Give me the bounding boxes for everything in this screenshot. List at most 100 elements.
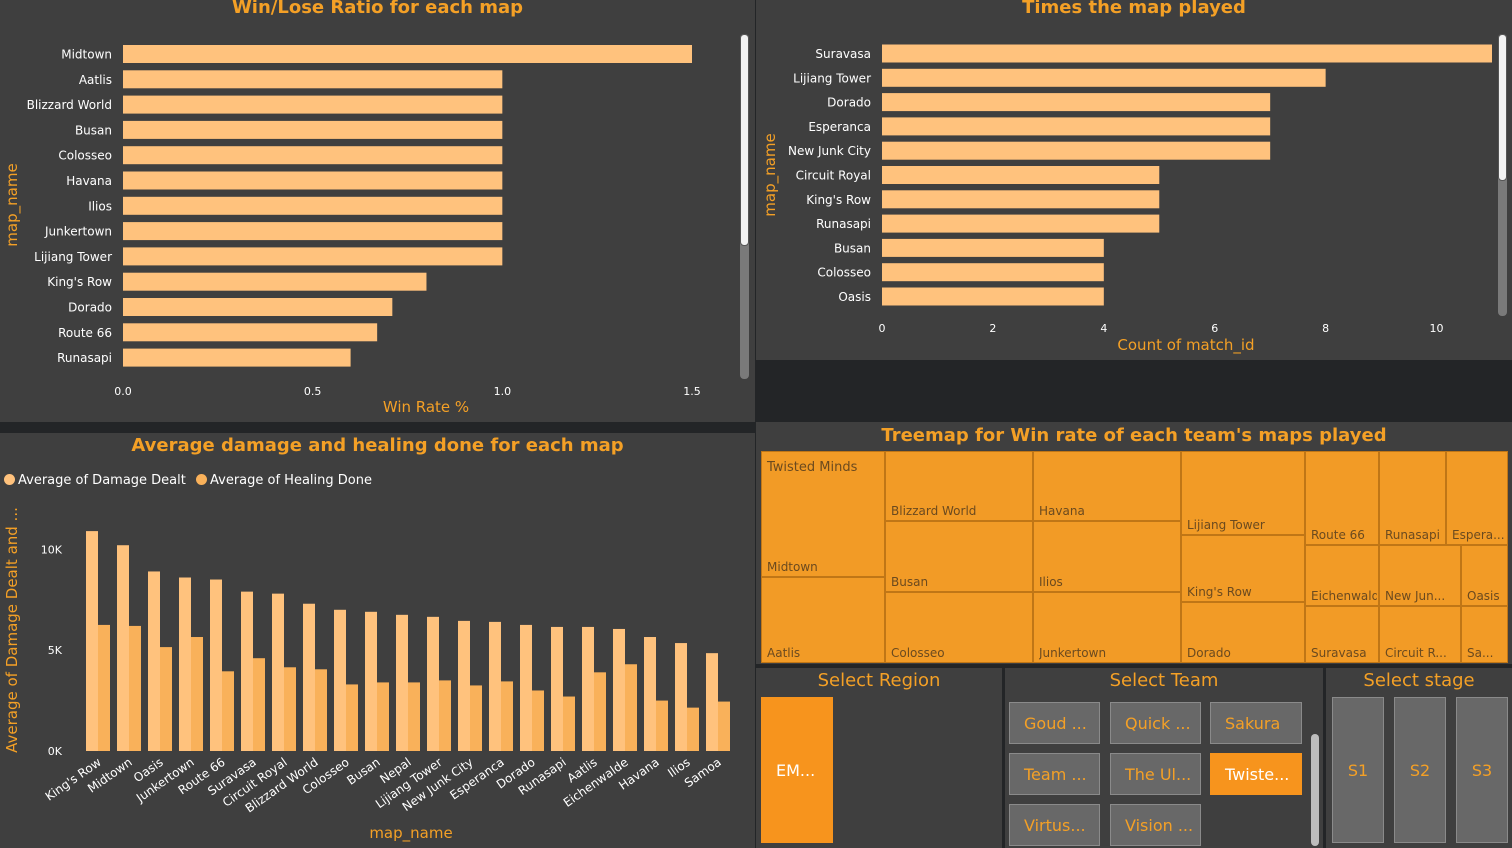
- bar-oasis-damage[interactable]: [148, 571, 160, 751]
- treemap-cell-circuit-r[interactable]: Circuit R...: [1379, 606, 1461, 663]
- bar-midtown[interactable]: [123, 45, 692, 63]
- bar-midtown-healing[interactable]: [129, 625, 141, 751]
- treemap-cell-blizzard-world[interactable]: Blizzard World: [885, 451, 1033, 521]
- bar-ilios-healing[interactable]: [687, 707, 699, 751]
- stage-option-s2[interactable]: S2: [1394, 697, 1446, 843]
- team-option-the-ul[interactable]: The Ul...: [1110, 753, 1201, 795]
- bar-circuit-royal-damage[interactable]: [272, 593, 284, 751]
- winrate-scrollbar[interactable]: [740, 34, 749, 379]
- bar-route-66[interactable]: [123, 323, 378, 342]
- treemap-cell-dorado[interactable]: Dorado: [1181, 602, 1305, 663]
- bar-busan[interactable]: [882, 238, 1104, 257]
- bar-eichenwalde-damage[interactable]: [613, 628, 625, 751]
- bar-king-s-row-damage[interactable]: [86, 531, 98, 751]
- bar-dorado[interactable]: [123, 298, 393, 316]
- bar-new-junk-city[interactable]: [882, 141, 1271, 160]
- treemap-cell-suravasa[interactable]: Suravasa: [1305, 606, 1379, 663]
- bar-colosseo-healing[interactable]: [346, 684, 358, 751]
- bar-ilios[interactable]: [123, 196, 503, 215]
- bar-runasapi[interactable]: [882, 214, 1160, 233]
- legend-item-damage[interactable]: Average of Damage Dealt: [4, 473, 186, 488]
- bar-blizzard-world[interactable]: [123, 95, 503, 114]
- bar-new-junk-city-healing[interactable]: [470, 685, 482, 751]
- bar-nepal-healing[interactable]: [408, 682, 420, 751]
- bar-esperanca-healing[interactable]: [501, 681, 513, 751]
- bar-oasis[interactable]: [882, 287, 1104, 306]
- timesplayed-scrollbar-thumb[interactable]: [1498, 34, 1507, 181]
- bar-route-66-healing[interactable]: [222, 671, 234, 751]
- bar-lijiang-tower-damage[interactable]: [427, 616, 439, 751]
- treemap-cell-oasis[interactable]: Oasis: [1461, 545, 1508, 606]
- bar-suravasa[interactable]: [882, 44, 1492, 63]
- legend-item-healing[interactable]: Average of Healing Done: [196, 473, 372, 488]
- treemap-cell-midtown[interactable]: Midtown: [761, 451, 885, 577]
- region-option-em[interactable]: EM...: [761, 697, 833, 843]
- bar-aatlis[interactable]: [123, 70, 503, 89]
- winrate-scrollbar-thumb[interactable]: [740, 34, 749, 246]
- bar-oasis-healing[interactable]: [160, 647, 172, 751]
- bar-suravasa-healing[interactable]: [253, 658, 265, 751]
- team-option-vision[interactable]: Vision ...: [1110, 804, 1201, 846]
- bar-king-s-row-healing[interactable]: [98, 624, 110, 751]
- treemap-cell-junkertown[interactable]: Junkertown: [1033, 592, 1181, 663]
- bar-esperanca[interactable]: [882, 117, 1271, 136]
- bar-junkertown-healing[interactable]: [191, 637, 203, 751]
- treemap-cell-colosseo[interactable]: Colosseo: [885, 592, 1033, 663]
- treemap-cell-havana[interactable]: Havana: [1033, 451, 1181, 521]
- bar-havana[interactable]: [123, 171, 503, 190]
- bar-aatlis-healing[interactable]: [594, 672, 606, 751]
- treemap-cell-ilios[interactable]: Ilios: [1033, 521, 1181, 592]
- bar-circuit-royal-healing[interactable]: [284, 667, 296, 751]
- team-option-twisted[interactable]: Twiste...: [1210, 753, 1302, 795]
- bar-busan[interactable]: [123, 120, 503, 139]
- bar-blizzard-world-healing[interactable]: [315, 669, 327, 751]
- bar-colosseo-damage[interactable]: [334, 609, 346, 751]
- stage-option-s1[interactable]: S1: [1332, 697, 1384, 843]
- stage-option-s3[interactable]: S3: [1456, 697, 1508, 843]
- bar-runasapi[interactable]: [123, 348, 351, 367]
- treemap-cell-lijiang-tower[interactable]: Lijiang Tower: [1181, 451, 1305, 535]
- bar-esperanca-damage[interactable]: [489, 621, 501, 751]
- bar-suravasa-damage[interactable]: [241, 591, 253, 751]
- bar-aatlis-damage[interactable]: [582, 626, 594, 751]
- bar-blizzard-world-damage[interactable]: [303, 603, 315, 751]
- team-option-team[interactable]: Team ...: [1009, 753, 1100, 795]
- bar-busan-damage[interactable]: [365, 611, 377, 751]
- bar-colosseo[interactable]: [123, 146, 503, 165]
- bar-midtown-damage[interactable]: [117, 545, 129, 751]
- bar-king-s-row[interactable]: [882, 190, 1160, 209]
- bar-lijiang-tower[interactable]: [882, 68, 1326, 87]
- bar-route-66-damage[interactable]: [210, 579, 222, 751]
- treemap-cell-eichenwalde[interactable]: Eichenwalde: [1305, 545, 1379, 606]
- bar-colosseo[interactable]: [882, 263, 1104, 282]
- bar-lijiang-tower-healing[interactable]: [439, 680, 451, 751]
- treemap-cell-espera[interactable]: Espera...: [1446, 451, 1508, 545]
- team-option-goud[interactable]: Goud ...: [1009, 702, 1100, 744]
- bar-runasapi-damage[interactable]: [551, 626, 563, 751]
- bar-king-s-row[interactable]: [123, 272, 427, 291]
- bar-junkertown-damage[interactable]: [179, 577, 191, 751]
- bar-nepal-damage[interactable]: [396, 614, 408, 751]
- treemap-cell-busan[interactable]: Busan: [885, 521, 1033, 592]
- bar-runasapi-healing[interactable]: [563, 696, 575, 751]
- bar-busan-healing[interactable]: [377, 682, 389, 751]
- bar-dorado-healing[interactable]: [532, 690, 544, 751]
- team-option-quick[interactable]: Quick ...: [1110, 702, 1201, 744]
- bar-new-junk-city-damage[interactable]: [458, 620, 470, 751]
- bar-ilios-damage[interactable]: [675, 643, 687, 751]
- team-slicer-scrollbar[interactable]: [1311, 734, 1319, 846]
- bar-eichenwalde-healing[interactable]: [625, 664, 637, 751]
- bar-samoa-healing[interactable]: [718, 701, 730, 751]
- bar-havana-damage[interactable]: [644, 637, 656, 751]
- team-slicer-scrollbar-thumb[interactable]: [1311, 734, 1319, 846]
- team-option-sakura[interactable]: Sakura: [1210, 702, 1302, 744]
- bar-dorado[interactable]: [882, 93, 1271, 112]
- bar-havana-healing[interactable]: [656, 700, 668, 751]
- bar-samoa-damage[interactable]: [706, 653, 718, 751]
- bar-junkertown[interactable]: [123, 222, 503, 241]
- treemap-cell-new-jun[interactable]: New Jun...: [1379, 545, 1461, 606]
- bar-dorado-damage[interactable]: [520, 624, 532, 751]
- team-option-virtus[interactable]: Virtus...: [1009, 804, 1100, 846]
- treemap-cell-king-s-row[interactable]: King's Row: [1181, 535, 1305, 602]
- bar-circuit-royal[interactable]: [882, 166, 1160, 184]
